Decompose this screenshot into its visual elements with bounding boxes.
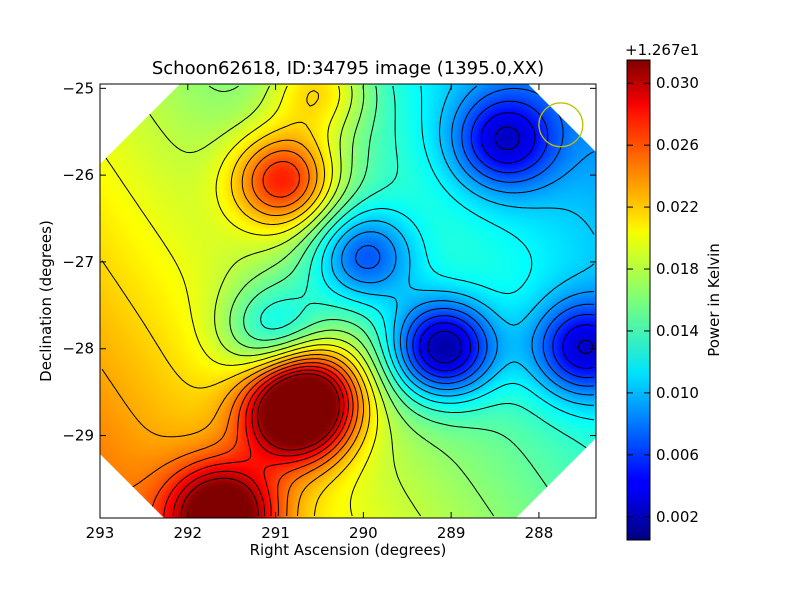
- contour-line: [180, 373, 340, 517]
- y-axis-ticks: −25 −26 −27 −28 −29: [62, 79, 596, 445]
- x-tick-label: 293: [86, 524, 115, 542]
- colorbar-tick-label: 0.018: [656, 260, 699, 278]
- x-tick-label: 290: [349, 524, 378, 542]
- contour-line: [419, 112, 595, 372]
- colorbar-tick-label: 0.010: [656, 384, 699, 402]
- x-axis-ticks: 293 292 291 290 289 288: [86, 84, 554, 542]
- contour-line: [101, 139, 364, 517]
- colorbar: [626, 59, 651, 541]
- contour-line: [150, 161, 354, 517]
- colorbar-tick-label: 0.002: [656, 508, 699, 526]
- y-tick-label: −29: [62, 427, 94, 445]
- heatmap-image: [100, 84, 596, 518]
- contour-line: [101, 85, 379, 517]
- beam-circle: [538, 102, 584, 148]
- contour-line: [331, 85, 595, 406]
- x-tick-label: 292: [173, 524, 202, 542]
- y-tick-label: −26: [62, 166, 94, 184]
- contour-line: [321, 85, 595, 421]
- contour-line: [341, 85, 595, 396]
- plot-frame: [99, 83, 597, 519]
- colorbar-tick-label: 0.026: [656, 136, 699, 154]
- x-tick-label: 291: [261, 524, 290, 542]
- contour-line: [163, 365, 349, 517]
- x-tick-label: 289: [437, 524, 466, 542]
- contour-line: [412, 100, 595, 379]
- contour-line: [101, 90, 371, 517]
- contour-line: [243, 85, 568, 517]
- colorbar-tick-label: 0.022: [656, 198, 699, 216]
- heatmap: [100, 84, 596, 518]
- x-tick-label: 288: [525, 524, 554, 542]
- chart-title: Schoon62618, ID:34795 image (1395.0,XX): [152, 58, 544, 79]
- colorbar-tick-label: 0.030: [656, 74, 699, 92]
- colorbar-ticks: 0.002 0.006 0.010 0.014 0.018 0.022 0.026 0.030: [627, 74, 699, 526]
- y-tick-label: −28: [62, 340, 94, 358]
- x-axis-label: Right Ascension (degrees): [250, 541, 447, 559]
- contour-line: [260, 85, 595, 455]
- colorbar-offset-text: +1.267e1: [625, 41, 699, 59]
- y-tick-label: −27: [62, 253, 94, 271]
- colorbar-label: Power in Kelvin: [705, 243, 723, 357]
- colorbar-tick-label: 0.014: [656, 322, 699, 340]
- contour-line: [208, 85, 495, 517]
- y-tick-label: −25: [62, 79, 94, 97]
- y-axis-label: Declination (degrees): [37, 220, 55, 382]
- contour-line: [172, 369, 345, 517]
- colorbar-tick-label: 0.006: [656, 446, 699, 464]
- contour-line: [427, 126, 594, 364]
